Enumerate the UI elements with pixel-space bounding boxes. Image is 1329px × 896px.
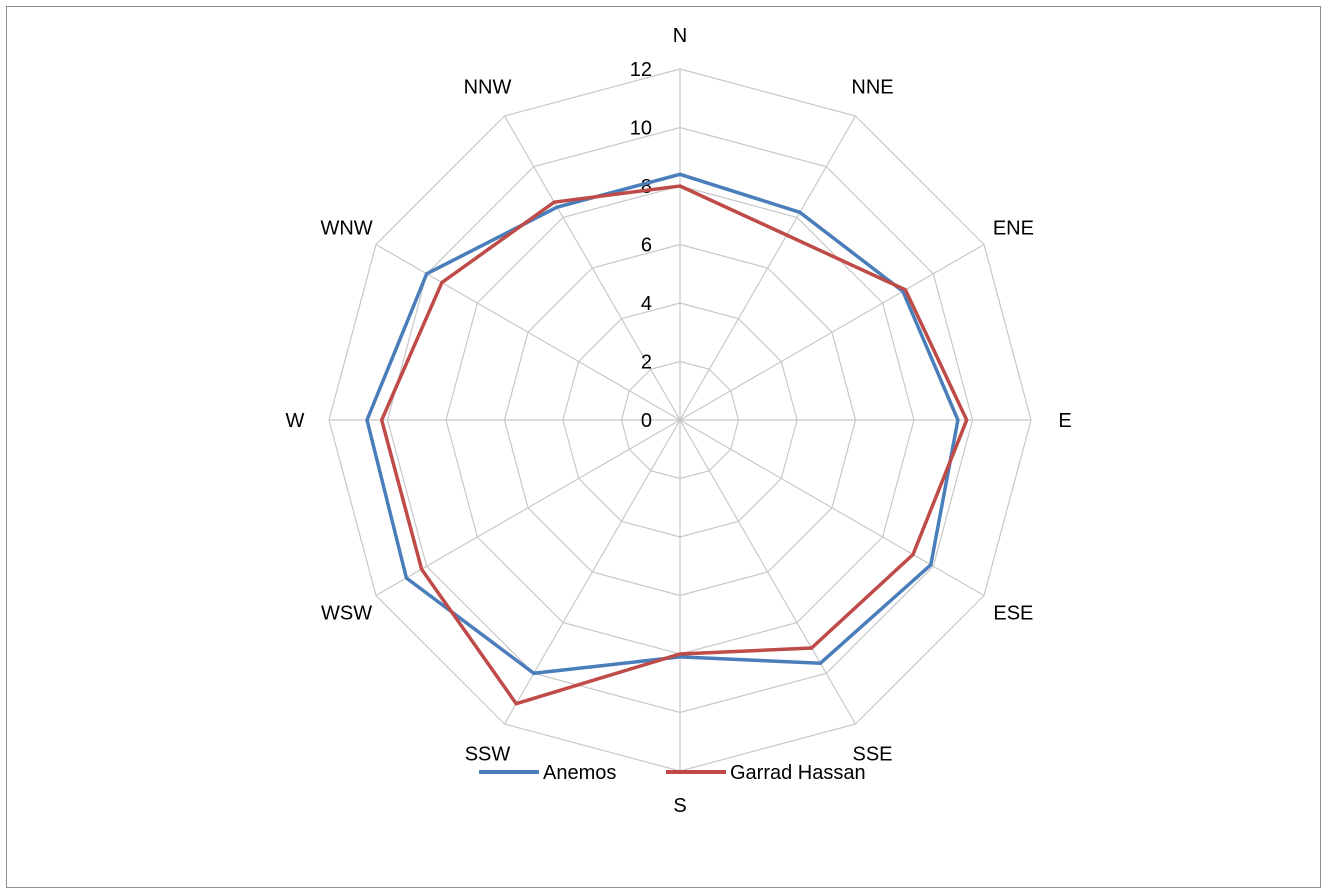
direction-label-ENE: ENE [993,218,1034,240]
direction-label-NNW: NNW [464,77,512,99]
spoke-NNW [503,115,681,421]
direction-label-SSW: SSW [465,743,511,765]
tick-label-10: 10 [630,118,652,140]
tick-label-8: 8 [641,176,652,198]
direction-labels: N NNE ENE E ESE SSE S SSW WSW W WNW NNW [286,25,1072,817]
series-lines [365,172,969,706]
legend-label-anemos: Anemos [543,762,616,784]
spoke-NNE [679,115,857,421]
direction-label-E: E [1058,410,1071,432]
direction-label-ESE: ESE [993,603,1033,625]
direction-label-WSW: WSW [321,603,372,625]
radar-chart: 0 2 4 6 8 10 12 N NNE ENE E ESE SSE S SSW WSW W WNW NNW A… [286,25,1072,817]
spoke-WSW [375,419,681,597]
direction-label-WNW: WNW [320,218,372,240]
direction-label-N: N [673,25,687,47]
tick-label-12: 12 [630,59,652,81]
chart-frame: 0 2 4 6 8 10 12 N NNE ENE E ESE SSE S SSW WSW W WNW NNW A… [6,6,1321,888]
direction-label-NNE: NNE [851,77,893,99]
spoke-ESE [679,419,985,597]
legend-label-garrad-hassan: Garrad Hassan [730,762,866,784]
legend: Anemos Garrad Hassan [479,762,866,784]
direction-label-SSE: SSE [852,743,892,765]
direction-label-S: S [673,795,686,817]
tick-label-2: 2 [641,352,652,374]
tick-label-0: 0 [641,410,652,432]
spoke-SSE [679,419,857,725]
tick-label-4: 4 [641,293,652,315]
direction-label-W: W [286,410,305,432]
tick-label-6: 6 [641,235,652,257]
radial-tick-labels: 0 2 4 6 8 10 12 [630,59,652,432]
spoke-SSW [503,419,681,725]
spoke-ENE [679,243,985,421]
